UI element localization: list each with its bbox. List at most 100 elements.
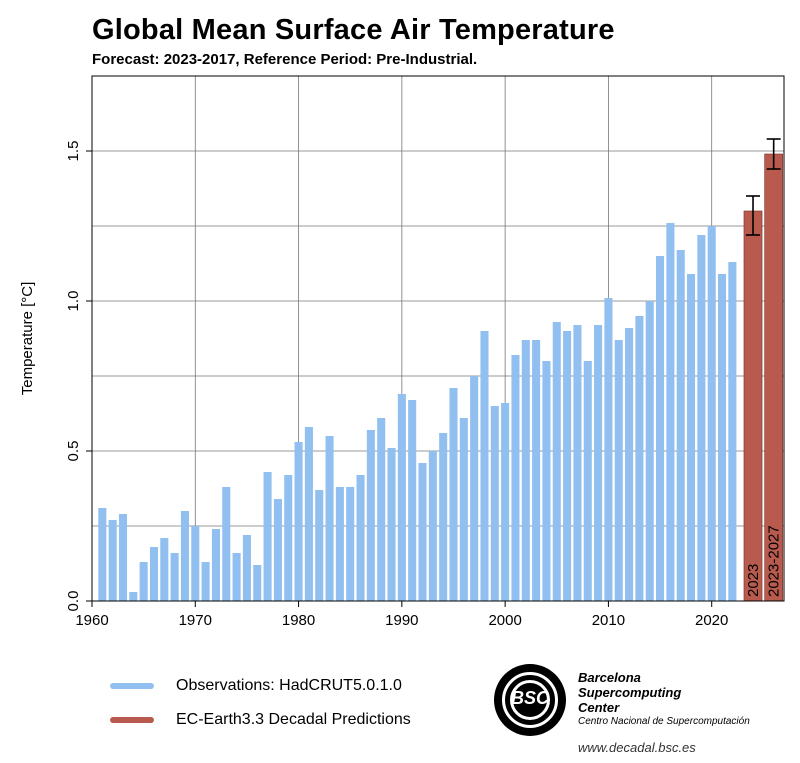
- observation-bar: [635, 316, 644, 601]
- bsc-logo-mark: BSC: [494, 664, 566, 736]
- legend-label-predictions: EC-Earth3.3 Decadal Predictions: [176, 711, 411, 728]
- predictions-swatch: [110, 717, 154, 723]
- observation-bar: [139, 562, 148, 601]
- observation-bar: [645, 301, 654, 601]
- observation-bar: [428, 451, 437, 601]
- observation-bar: [728, 262, 737, 601]
- prediction-bar-label: 2023-2027: [766, 525, 783, 597]
- x-tick-label: 1970: [179, 612, 212, 629]
- observation-bar: [170, 553, 179, 601]
- observation-bar: [418, 463, 427, 601]
- observation-bar: [356, 475, 365, 601]
- y-tick-label: 1.0: [65, 291, 82, 312]
- observation-bar: [273, 499, 282, 601]
- observation-bar: [346, 487, 355, 601]
- observation-bar: [118, 514, 128, 601]
- bsc-logo-subtitle: Centro Nacional de Supercomputación: [578, 716, 750, 727]
- observations-swatch: [110, 683, 154, 689]
- observation-bar: [253, 565, 262, 601]
- observation-bar: [211, 529, 220, 601]
- observation-bar: [98, 508, 107, 601]
- bsc-logo-mark-text: BSC: [510, 688, 549, 708]
- observation-bar: [284, 475, 293, 601]
- observation-bar: [129, 592, 138, 601]
- temperature-bar-chart: 2023 2023-2027 1960 1970 1980 1990 2000 2010 20…: [19, 75, 785, 629]
- observation-bar: [232, 553, 241, 601]
- x-tick-label: 2010: [592, 612, 625, 629]
- prediction-bars: 2023 2023-2027: [743, 138, 784, 602]
- observation-bar: [387, 448, 396, 601]
- y-axis-ticks: 0.0 0.5 1.0 1.5: [65, 141, 92, 612]
- observation-bars: [98, 223, 737, 601]
- observation-bar: [583, 361, 592, 601]
- bsc-logo-name: Barcelona Supercomputing Center: [578, 670, 681, 715]
- observation-bar: [532, 340, 541, 601]
- observation-bar: [377, 418, 386, 601]
- observation-bar: [542, 361, 551, 601]
- y-tick-label: 0.5: [65, 441, 82, 462]
- observation-bar: [335, 487, 344, 601]
- x-tick-label: 1960: [75, 612, 108, 629]
- x-tick-label: 1990: [385, 612, 418, 629]
- observation-bar: [294, 442, 303, 601]
- legend-item-predictions: EC-Earth3.3 Decadal Predictions: [110, 706, 411, 734]
- observation-bar: [449, 388, 458, 601]
- observation-bar: [408, 400, 417, 601]
- legend: Observations: HadCRUT5.0.1.0 EC-Earth3.3…: [110, 672, 411, 740]
- observation-bar: [604, 298, 613, 601]
- observation-bar: [625, 328, 634, 601]
- prediction-bar-label: 2023: [745, 564, 762, 597]
- plot-frame: [91, 75, 785, 602]
- observation-bar: [687, 274, 696, 601]
- observation-bar: [594, 325, 603, 601]
- observation-bar: [325, 436, 334, 601]
- observation-bar: [480, 331, 489, 601]
- observation-bar: [718, 274, 727, 601]
- bsc-logo: BSC Barcelona Supercomputing Center Cent…: [494, 664, 784, 760]
- x-axis-ticks: 1960 1970 1980 1990 2000 2010 2020: [75, 601, 728, 629]
- observation-bar: [108, 520, 117, 601]
- x-tick-label: 2020: [695, 612, 728, 629]
- website-url: www.decadal.bsc.es: [578, 740, 696, 755]
- observation-bar: [490, 406, 499, 601]
- observation-bar: [201, 562, 210, 601]
- chart-subtitle: Forecast: 2023-2017, Reference Period: P…: [92, 51, 478, 68]
- x-tick-label: 2000: [488, 612, 521, 629]
- observation-bar: [180, 511, 189, 601]
- prediction-bar: [743, 210, 763, 602]
- observation-bar: [366, 430, 375, 601]
- y-tick-label: 1.5: [65, 141, 82, 162]
- observation-bar: [521, 340, 530, 601]
- observation-bar: [242, 535, 251, 601]
- observation-bar: [149, 547, 158, 601]
- observation-bar: [563, 331, 572, 601]
- observation-bar: [263, 472, 272, 601]
- observation-bar: [573, 325, 582, 601]
- observation-bar: [707, 226, 716, 601]
- observation-bar: [676, 250, 685, 601]
- y-axis-label: Temperature [°C]: [19, 282, 36, 396]
- bsc-logo-name-line: Center: [578, 700, 620, 715]
- observation-bar: [191, 526, 200, 601]
- observation-bar: [160, 538, 169, 601]
- observation-bar: [666, 223, 675, 601]
- observation-bar: [697, 235, 706, 601]
- observation-bar: [439, 433, 448, 601]
- observation-bar: [656, 256, 665, 601]
- bsc-logo-name-line: Barcelona: [578, 670, 641, 685]
- observation-bar: [397, 394, 406, 601]
- observation-bar: [614, 340, 623, 601]
- x-tick-label: 1980: [282, 612, 315, 629]
- y-tick-label: 0.0: [65, 591, 82, 612]
- observation-bar: [511, 355, 520, 601]
- bsc-logo-name-line: Supercomputing: [578, 685, 682, 700]
- observation-bar: [222, 487, 231, 601]
- observation-bar: [470, 376, 479, 601]
- chart-title: Global Mean Surface Air Temperature: [92, 14, 615, 46]
- observation-bar: [501, 403, 510, 601]
- observation-bar: [459, 418, 468, 601]
- legend-item-observations: Observations: HadCRUT5.0.1.0: [110, 672, 411, 700]
- legend-label-observations: Observations: HadCRUT5.0.1.0: [176, 677, 402, 694]
- observation-bar: [315, 490, 324, 601]
- observation-bar: [552, 322, 561, 601]
